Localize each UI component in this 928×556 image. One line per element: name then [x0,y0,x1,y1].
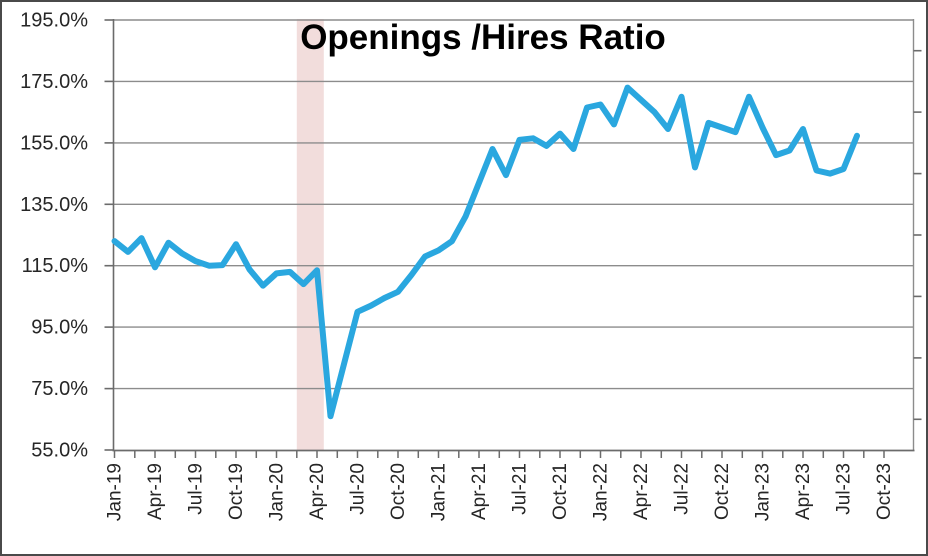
x-tick-label: Apr-20 [307,463,328,520]
x-tick-label: Jul-21 [510,463,531,515]
x-tick-label: Jan-21 [429,463,450,521]
y-tick-label: 155.0% [20,132,88,154]
ratio-line [111,84,860,420]
y-tick-label: 95.0% [31,317,88,339]
x-tick-label: Oct-22 [712,463,733,520]
x-tick-label: Oct-23 [874,463,895,520]
recession-band [296,19,324,450]
x-tick-label: Jan-20 [267,463,288,521]
x-tick-label: Jul-20 [348,463,369,515]
y-tick-label: 55.0% [31,440,88,462]
x-tick-label: Jul-22 [672,463,693,515]
y-tick-label: 195.0% [20,10,88,32]
x-tick-label: Jul-23 [834,463,855,515]
chart-title: Openings /Hires Ratio [300,18,666,57]
x-tick-label: Jan-22 [591,463,612,521]
x-tick-label: Apr-23 [793,463,814,520]
y-tick-label: 135.0% [20,194,88,216]
x-tick-label: Apr-19 [145,463,166,520]
x-tick-label: Oct-20 [388,463,409,520]
x-tick-label: Oct-19 [226,463,247,520]
x-tick-label: Apr-21 [469,463,490,520]
y-tick-label: 75.0% [31,378,88,400]
x-tick-label: Jan-19 [105,463,126,521]
x-tick-label: Jan-23 [753,463,774,521]
x-tick-label: Oct-21 [550,463,571,520]
x-tick-label: Apr-22 [631,463,652,520]
y-tick-label: 175.0% [20,71,88,93]
x-tick-label: Jul-19 [186,463,207,515]
y-tick-label: 115.0% [22,255,89,277]
